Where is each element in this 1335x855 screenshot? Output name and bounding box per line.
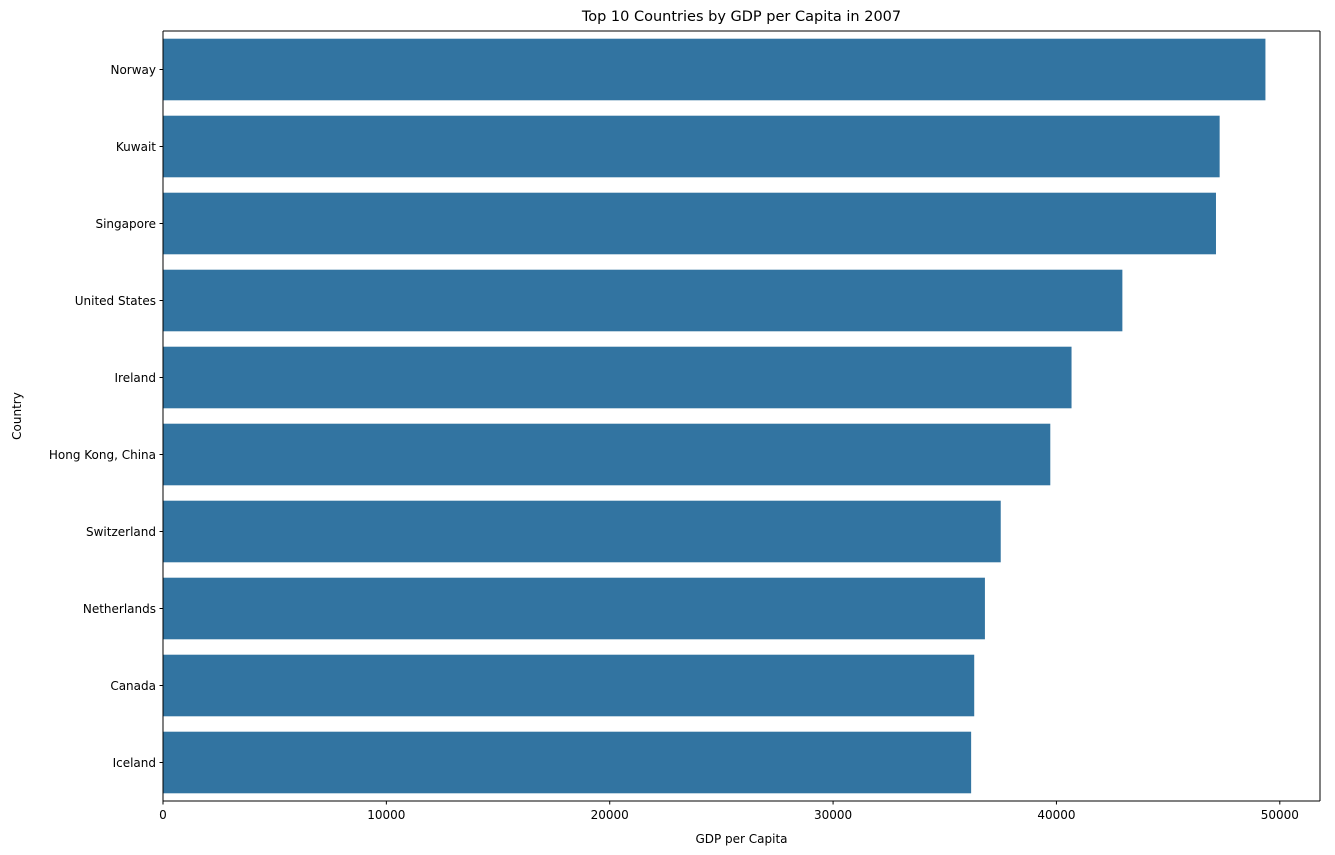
y-tick-label: Norway: [110, 63, 156, 77]
bar-switzerland: [163, 500, 1001, 563]
bar-singapore: [163, 192, 1216, 255]
bar-iceland: [163, 731, 972, 794]
y-tick-label: Singapore: [95, 217, 156, 231]
chart-title: Top 10 Countries by GDP per Capita in 20…: [581, 9, 901, 25]
x-axis-ticks: 0 10000 20000 30000 40000 50000: [159, 801, 1299, 822]
bar-kuwait: [163, 115, 1220, 178]
x-tick-label: 30000: [814, 808, 852, 822]
x-tick-label: 10000: [367, 808, 405, 822]
y-axis-ticks: Norway Kuwait Singapore United States Irelan…: [49, 63, 163, 770]
x-tick-label: 0: [159, 808, 167, 822]
bar-netherlands: [163, 577, 985, 640]
bar-ireland: [163, 346, 1072, 409]
bar-norway: [163, 38, 1266, 101]
x-tick-label: 50000: [1261, 808, 1299, 822]
y-tick-label: Switzerland: [86, 525, 156, 539]
y-tick-label: Hong Kong, China: [49, 448, 156, 462]
x-tick-label: 20000: [591, 808, 629, 822]
y-tick-label: Canada: [110, 679, 156, 693]
bar-hong-kong-china: [163, 423, 1051, 486]
y-tick-label: Ireland: [114, 371, 156, 385]
bar-united-states: [163, 269, 1123, 332]
x-tick-label: 40000: [1037, 808, 1075, 822]
y-tick-label: United States: [75, 294, 156, 308]
bar-canada: [163, 654, 975, 717]
bars-group: [163, 38, 1266, 794]
y-tick-label: Iceland: [113, 756, 156, 770]
x-axis-label: GDP per Capita: [695, 832, 787, 846]
y-tick-label: Kuwait: [116, 140, 156, 154]
y-axis-label: Country: [10, 392, 24, 440]
y-tick-label: Netherlands: [83, 602, 156, 616]
